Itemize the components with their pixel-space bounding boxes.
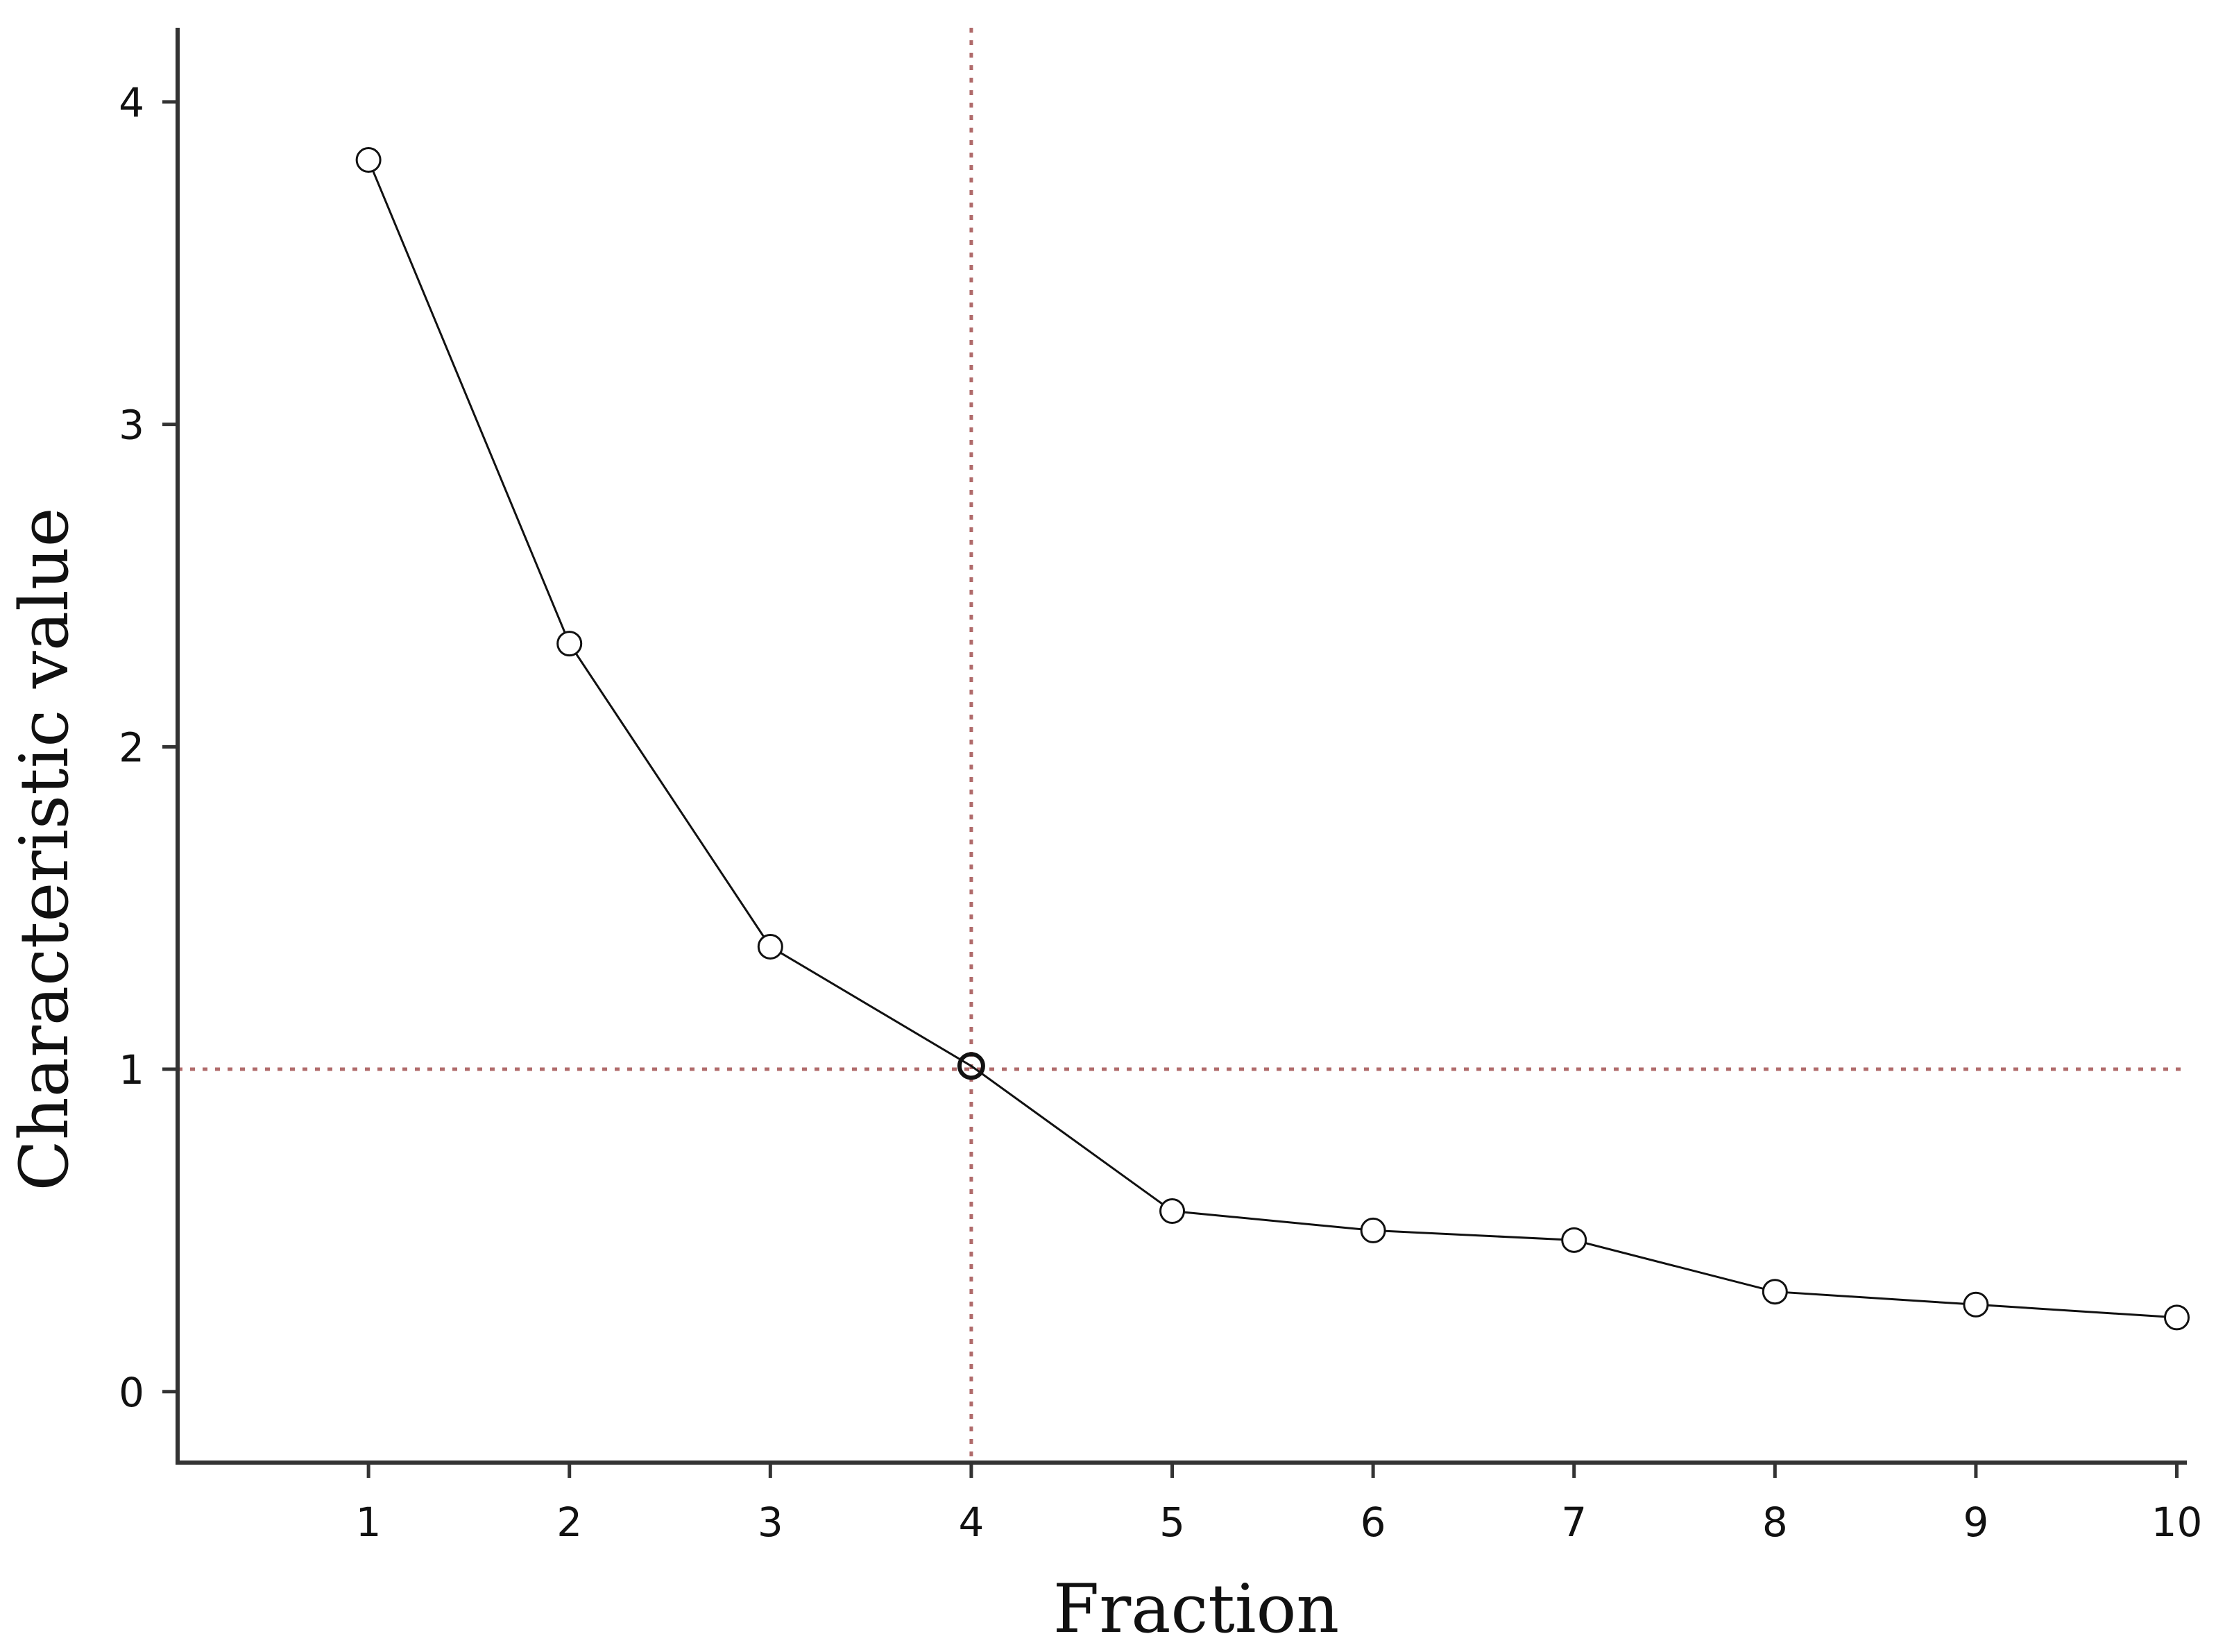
reference-lines <box>178 28 2187 1463</box>
x-tick-label: 2 <box>556 1499 582 1546</box>
data-point <box>1159 1198 1186 1225</box>
x-tick-label: 9 <box>1963 1499 1988 1546</box>
x-tick-label: 4 <box>958 1499 984 1546</box>
y-tick-label: 0 <box>119 1369 144 1416</box>
axis-frame <box>176 28 2187 1465</box>
data-point <box>1963 1291 1989 1318</box>
series-line <box>367 159 2177 1319</box>
data-point <box>355 147 382 173</box>
x-axis-title: Fraction <box>1053 1570 1339 1648</box>
x-tick-label: 10 <box>2151 1499 2203 1546</box>
x-tick-label: 3 <box>758 1499 783 1546</box>
x-tick-label: 1 <box>356 1499 382 1546</box>
data-point <box>1360 1217 1386 1243</box>
y-tick-label: 4 <box>119 79 144 126</box>
y-tick-label: 3 <box>119 402 144 449</box>
data-point <box>757 933 783 960</box>
data-point <box>1762 1279 1788 1305</box>
axis-labels: Fraction Characteristic value <box>6 507 1339 1648</box>
data-series <box>355 147 2190 1331</box>
axes: 0 1 2 3 4 1 2 3 4 5 6 7 8 9 10 <box>119 28 2202 1546</box>
y-axis-title: Characteristic value <box>6 507 83 1191</box>
x-tick-label: 5 <box>1159 1499 1185 1546</box>
y-tick-label: 2 <box>119 724 144 771</box>
highlighted-data-point <box>957 1052 985 1080</box>
x-tick-label: 8 <box>1762 1499 1788 1546</box>
x-tick-label: 6 <box>1361 1499 1386 1546</box>
y-tick-label: 1 <box>119 1046 144 1093</box>
data-point <box>556 631 583 657</box>
data-point <box>2164 1304 2190 1331</box>
x-tick-label: 7 <box>1561 1499 1587 1546</box>
data-point <box>1561 1227 1587 1253</box>
